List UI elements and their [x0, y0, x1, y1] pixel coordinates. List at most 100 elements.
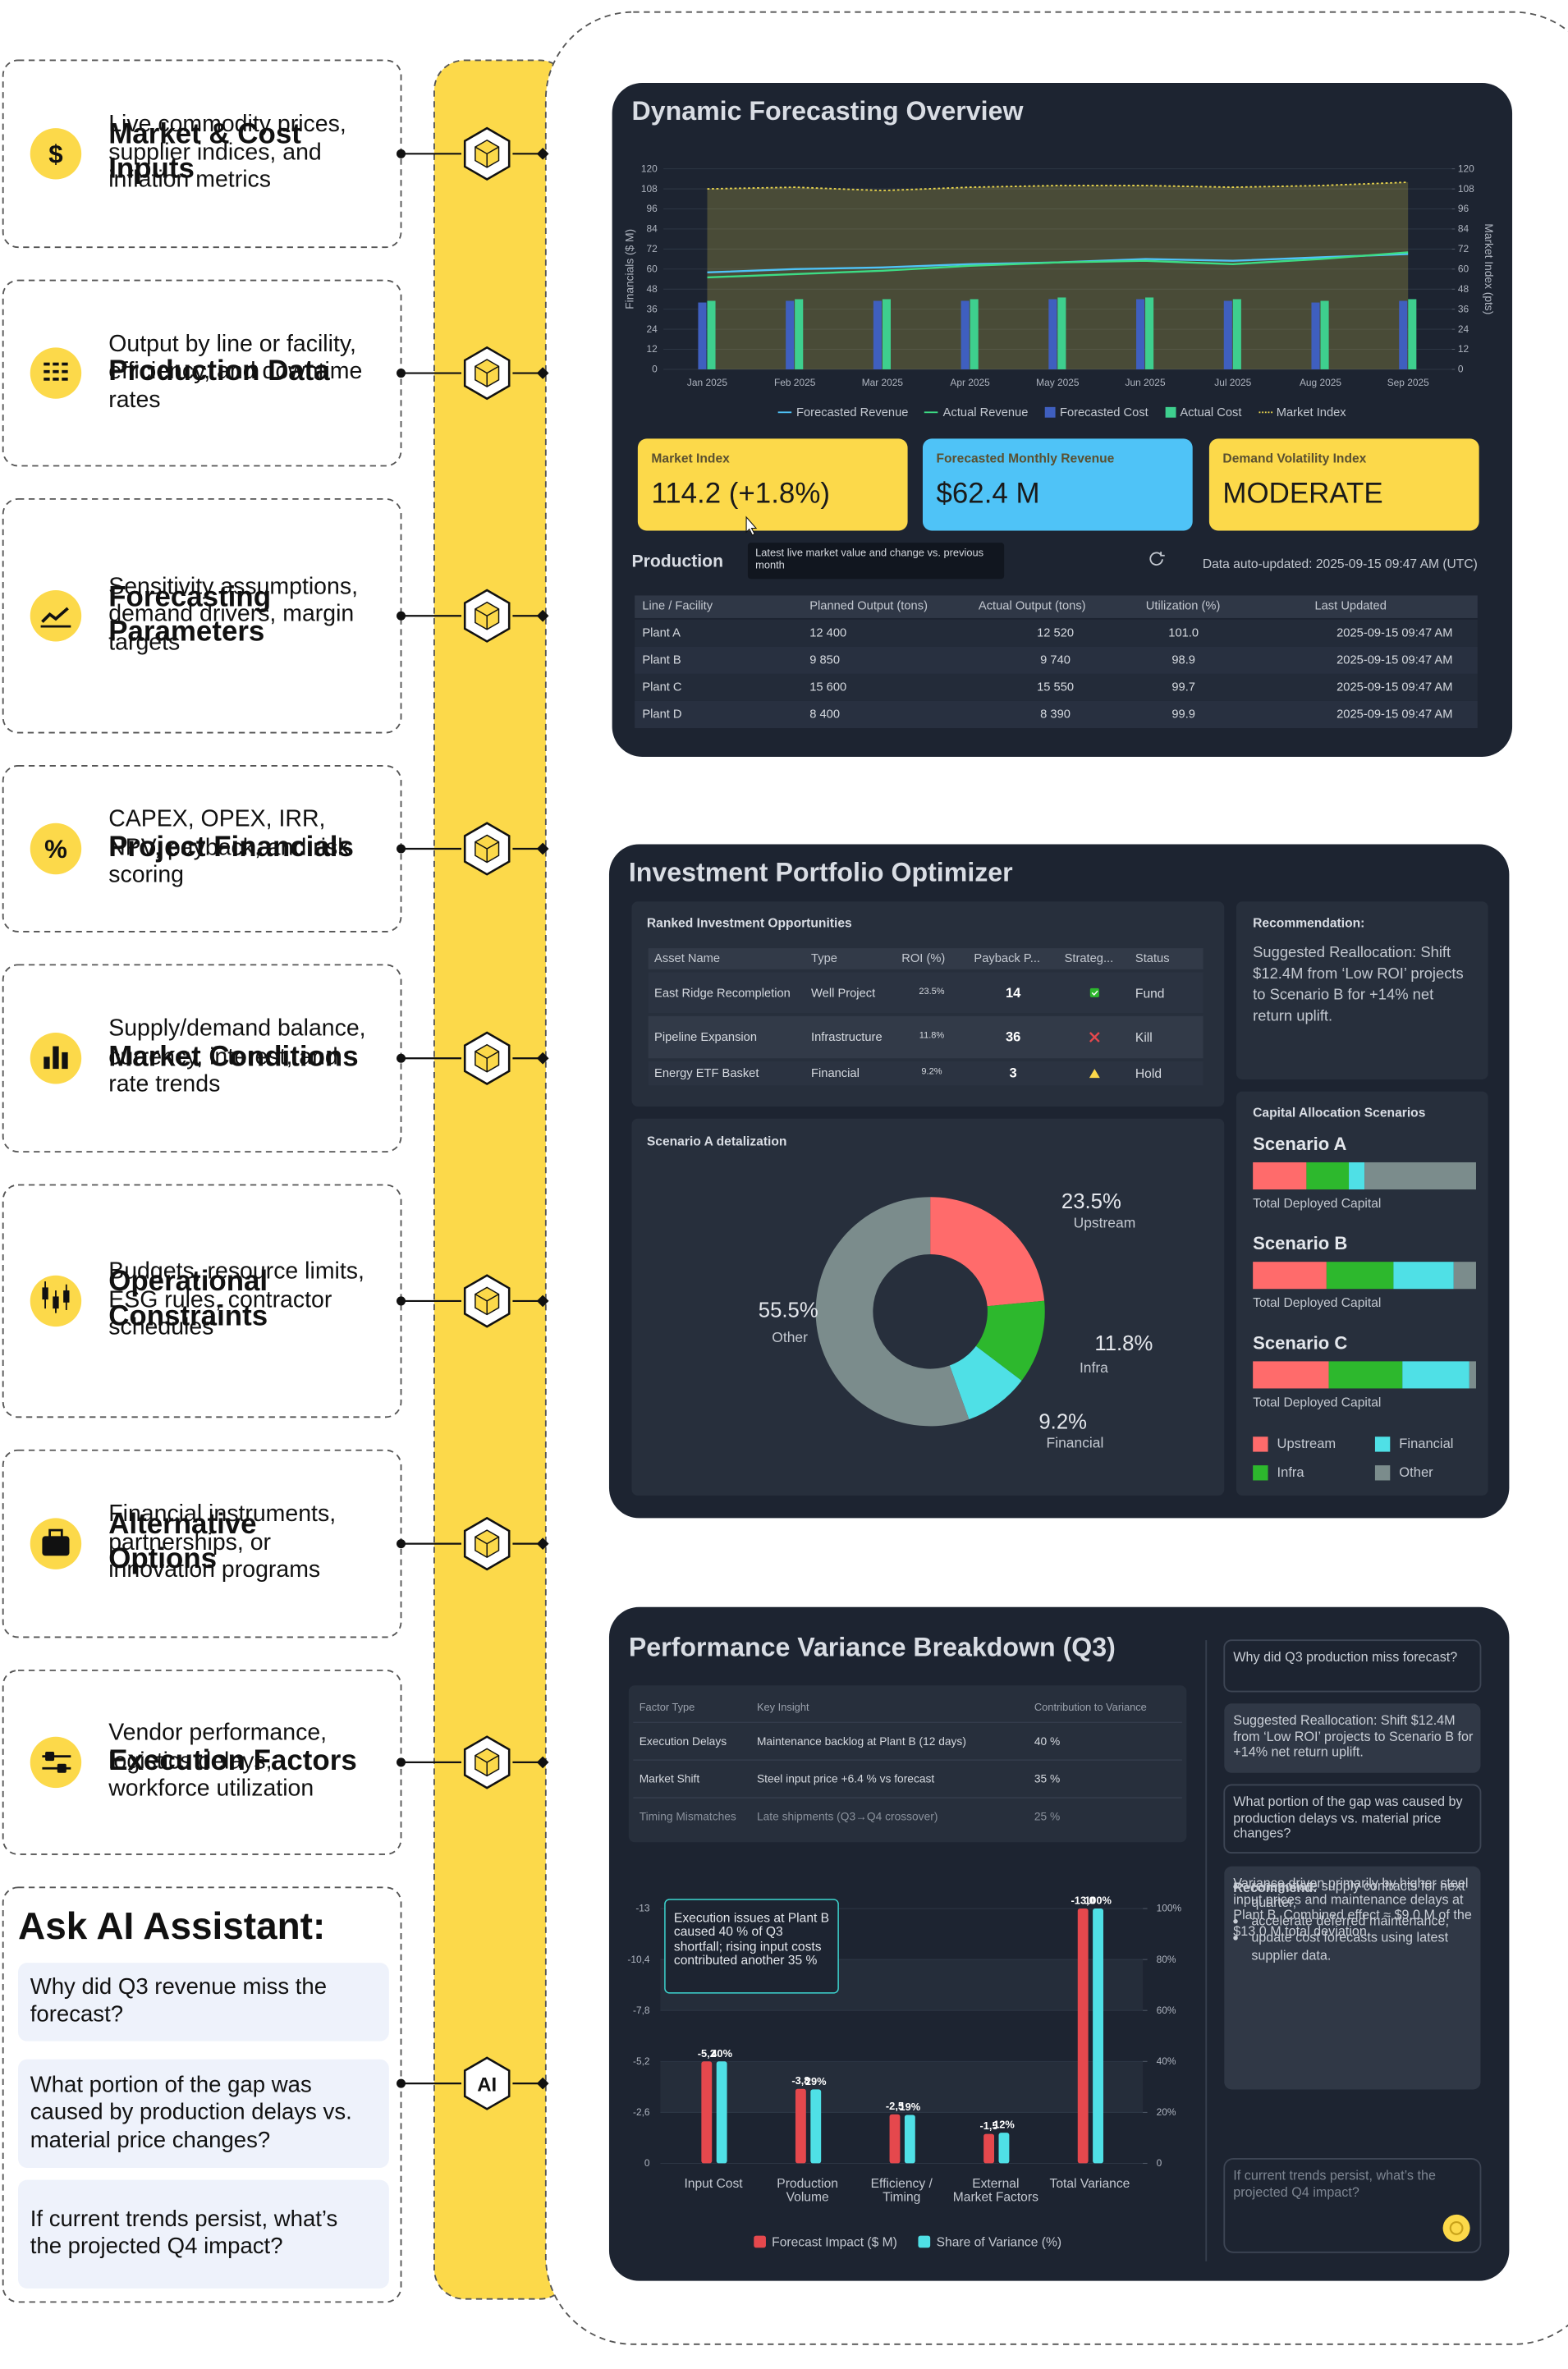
bar	[882, 299, 891, 369]
icon-shape	[41, 607, 69, 623]
refresh-icon	[1149, 552, 1165, 566]
bar	[873, 300, 882, 369]
table-cell: Financial	[811, 1066, 860, 1080]
legend-item: Actual Revenue	[924, 405, 1028, 419]
suggested-question	[18, 2059, 389, 2168]
input-description: Sensitivity assumptions, demand drivers,…	[108, 574, 359, 656]
slice-label: Upstream	[1073, 1215, 1136, 1233]
send-icon	[1449, 2220, 1464, 2235]
value-label: 100%	[1084, 1895, 1112, 1907]
icon-shape	[44, 1056, 50, 1070]
kpi-value: MODERATE	[1222, 479, 1383, 511]
table-header-cell: Line / Facility	[642, 598, 713, 613]
y2-tick-label: 12	[1458, 343, 1469, 355]
question-text: Why did Q3 revenue miss the forecast?	[30, 1974, 328, 2028]
y2-tick-label: 40%	[1157, 2055, 1176, 2067]
legend-label: Market Index	[1276, 405, 1346, 419]
bar	[1408, 299, 1417, 369]
y2-tick-label: 0	[1458, 364, 1464, 375]
bar	[698, 302, 707, 369]
sub-panel-title: Scenario A detalization	[646, 1133, 787, 1149]
table-cell: Timing Mismatches	[639, 1809, 736, 1824]
suggested-question	[18, 1963, 389, 2041]
slice-value: 11.8%	[1094, 1330, 1153, 1355]
connector-dot	[397, 1539, 406, 1549]
x-tick-label: Efficiency / Timing	[870, 2175, 933, 2204]
table-cell: 9 740	[1040, 653, 1071, 667]
bar	[1093, 1908, 1103, 2164]
kpi-card	[922, 438, 1193, 531]
value-label: 19%	[899, 2101, 920, 2113]
y-tick-label: 120	[641, 163, 658, 174]
cube-icon	[475, 1051, 499, 1072]
y2-tick-label: 72	[1458, 243, 1469, 254]
value-label: 12%	[993, 2119, 1015, 2131]
table-cell: 99.9	[1171, 707, 1195, 722]
connector-dot	[397, 149, 406, 158]
sub-panel-title: Recommendation:	[1253, 914, 1365, 930]
table-header-cell: Payback P...	[974, 951, 1041, 965]
allocation-segment	[1453, 1262, 1476, 1290]
sub-panel-title: Ranked Investment Opportunities	[646, 914, 852, 930]
input-icon	[30, 590, 82, 642]
table-row	[648, 972, 1204, 1014]
input-title: Execution Factors	[108, 1744, 357, 1777]
input-description: Output by line or facility, efficiency, …	[108, 331, 363, 413]
legend-label: Actual Cost	[1180, 405, 1242, 419]
kpi-label: Market Index	[651, 450, 730, 466]
chat-input[interactable]	[1223, 2158, 1482, 2253]
y-tick-label: -7,8	[633, 2005, 650, 2016]
slice-label: Financial	[1046, 1435, 1104, 1453]
x-tick-label: Sep 2025	[1387, 377, 1429, 388]
input-text: Market & Cost Inputs Live commodity price…	[108, 60, 395, 247]
allocation-segment	[1253, 1361, 1329, 1389]
y2-tick-label: 84	[1458, 223, 1469, 235]
sub-panel	[1236, 901, 1488, 1079]
x-tick-label: Production Volume	[777, 2175, 838, 2204]
legend-swatch	[777, 410, 792, 413]
input-title: Market Conditions	[108, 1041, 359, 1073]
input-icon	[30, 1736, 82, 1789]
legend-label: Forecasted Cost	[1059, 405, 1148, 419]
table-cell: Late shipments (Q3→Q4 crossover)	[756, 1809, 938, 1824]
x-tick-label: Total Variance	[1049, 2175, 1130, 2191]
bar	[795, 299, 804, 369]
strategic-fit-icon	[1089, 1032, 1100, 1042]
send-button[interactable]	[1442, 2214, 1470, 2242]
icon-shape	[57, 1763, 66, 1773]
table-cell: Plant A	[642, 625, 681, 640]
bar	[1311, 302, 1320, 369]
table-cell: Fund	[1135, 985, 1165, 1001]
panel-title: Dynamic Forecasting Overview	[631, 95, 1024, 126]
y-tick-label: 96	[646, 203, 658, 214]
legend-item: Forecasted Revenue	[777, 405, 908, 419]
message-text: Variance driven primarily by higher stee…	[1233, 1875, 1472, 1939]
input-description: Budgets, resource limits, ESG rules, con…	[108, 1258, 364, 1341]
question-text: What portion of the gap was caused by pr…	[30, 2072, 352, 2153]
dashboard-panel	[612, 83, 1513, 757]
value-label: -2,5	[886, 2100, 904, 2112]
y2-tick-label: 48	[1458, 283, 1469, 295]
bar	[970, 299, 979, 369]
allocation-segment	[1364, 1162, 1476, 1190]
input-icon	[30, 823, 82, 875]
table-cell: Maintenance backlog at Plant B (12 days)	[756, 1734, 966, 1748]
annotation-text: Execution issues at Plant B caused 40 % …	[673, 1909, 830, 1968]
table-cell: Energy ETF Basket	[654, 1066, 759, 1080]
y2-tick-label: 20%	[1157, 2106, 1176, 2118]
table-cell: Kill	[1135, 1029, 1153, 1045]
x-tick-label: Input Cost	[684, 2175, 743, 2191]
tooltip	[747, 543, 1005, 580]
strategic-fit-icon	[1091, 990, 1098, 997]
input-text: Forecasting Parameters Sensitivity assump…	[108, 499, 395, 733]
x-tick-label: Feb 2025	[774, 377, 816, 388]
table-cell: 8 400	[809, 707, 841, 722]
message-text: Why did Q3 production miss forecast?	[1233, 1649, 1458, 1665]
table-cell: 8 390	[1040, 707, 1071, 722]
legend-swatch	[1253, 1437, 1268, 1452]
table-cell: 98.9	[1171, 653, 1195, 667]
legend-swatch	[754, 2235, 766, 2248]
connector-diamond	[536, 609, 549, 622]
table-header-cell: Key Insight	[756, 1702, 809, 1714]
